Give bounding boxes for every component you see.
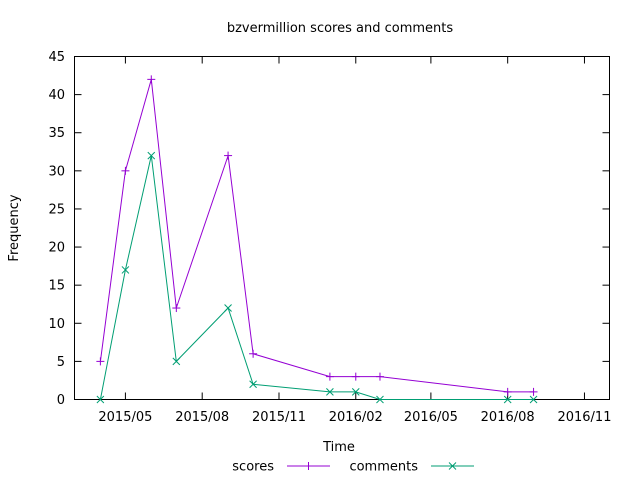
x-tick-label: 2016/08 [481,410,535,425]
y-tick-label: 20 [48,241,65,256]
y-tick-label: 5 [57,355,65,370]
scores-point [147,75,156,84]
scores-point [96,357,105,366]
comments-series-line [99,155,534,400]
scores-point [375,372,384,381]
x-tick-label: 2016/11 [557,410,611,425]
y-axis: 0 5 10 15 20 25 30 35 40 45 [48,50,610,408]
comments-point [529,395,538,404]
y-tick-label: 0 [57,393,65,408]
legend: scores comments [232,460,474,475]
series-layer [96,75,538,404]
y-tick-label: 40 [48,88,65,103]
x-axis-label: Time [322,440,355,455]
comments-point [376,395,384,404]
comments-point [249,380,257,389]
x-axis: 2015/05 2015/08 2015/11 2016/02 2016/05 2016/… [98,56,611,425]
y-tick-label: 25 [48,202,65,217]
legend-label-scores: scores [232,460,274,475]
y-tick-label: 45 [48,50,65,65]
x-tick-label: 2015/05 [98,410,152,425]
x-tick-label: 2015/08 [175,410,229,425]
comments-point [172,357,181,366]
comments-point [96,395,105,404]
scores-point [529,387,538,396]
plot-frame [74,56,610,400]
x-tick-label: 2016/05 [404,410,458,425]
comments-point [224,304,232,312]
comments-point [147,151,156,160]
comments-point [503,395,512,404]
x-tick-label: 2016/02 [329,410,383,425]
y-axis-label: Frequency [7,194,22,261]
scores-point [325,372,334,381]
scores-point [351,372,360,381]
comments-point [121,266,130,274]
scores-point [121,166,130,175]
y-tick-label: 10 [48,317,65,332]
scores-series-line [99,79,534,393]
scores-point [503,387,512,396]
legend-marker-comments [448,462,457,470]
comments-point [351,388,360,396]
chart-title: bzvermillion scores and comments [227,21,454,36]
y-tick-label: 30 [48,164,65,179]
scores-point [224,151,233,160]
y-tick-label: 35 [48,126,65,141]
y-tick-label: 15 [48,279,65,294]
scores-point [249,349,258,358]
legend-marker-scores [304,462,313,470]
x-tick-label: 2015/11 [252,410,306,425]
legend-label-comments: comments [349,460,418,475]
comments-point [326,388,334,396]
scores-point [172,304,181,313]
